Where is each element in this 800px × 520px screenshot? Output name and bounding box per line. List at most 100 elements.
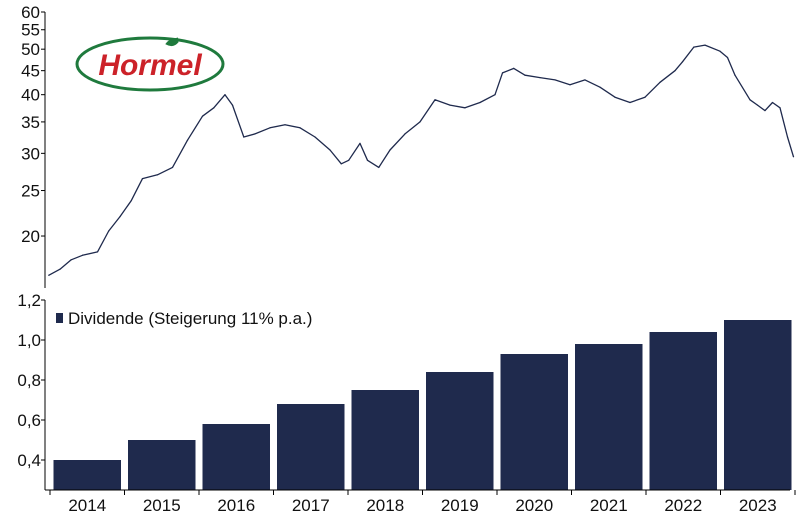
price-point <box>464 107 466 109</box>
price-point <box>771 101 774 104</box>
price-point <box>674 70 676 72</box>
dividend-bar <box>500 354 568 490</box>
price-point <box>213 107 215 109</box>
dividend-bar <box>575 344 643 490</box>
price-tick-label: 20 <box>21 227 40 246</box>
dividend-bar <box>277 404 345 490</box>
legend-label: Dividende (Steigerung 11% p.a.) <box>68 309 312 328</box>
price-point <box>359 142 361 144</box>
price-point <box>681 61 684 63</box>
price-point <box>59 268 61 270</box>
price-point <box>201 115 204 117</box>
price-point <box>254 133 256 135</box>
price-point <box>569 84 571 86</box>
dividend-bars <box>53 320 792 490</box>
price-tick-label: 50 <box>21 40 40 59</box>
price-tick-label: 30 <box>21 144 40 163</box>
price-point <box>329 149 331 151</box>
price-point <box>726 56 729 59</box>
price-point <box>419 121 421 123</box>
price-point <box>513 67 515 70</box>
x-tick-label: 2020 <box>515 496 553 515</box>
legend-swatch <box>56 313 63 323</box>
price-point <box>404 133 406 135</box>
dividend-bar <box>128 440 196 490</box>
leaf-icon <box>165 37 179 47</box>
x-tick-label: 2022 <box>664 496 702 515</box>
price-point <box>599 86 601 88</box>
dividend-bar <box>724 320 792 490</box>
dividend-bar <box>202 424 270 490</box>
price-point <box>659 81 661 83</box>
price-point <box>81 254 84 256</box>
price-tick-label: 55 <box>21 21 40 40</box>
price-point <box>269 127 271 129</box>
price-point <box>186 139 189 141</box>
price-point <box>171 166 174 169</box>
x-tick-label: 2023 <box>739 496 777 515</box>
dividend-tick-label: 0,8 <box>17 371 41 390</box>
price-point <box>779 107 781 109</box>
x-tick-label: 2017 <box>292 496 330 515</box>
x-tick-label: 2016 <box>217 496 255 515</box>
price-point <box>524 74 526 76</box>
price-point <box>284 124 286 126</box>
dividend-tick-label: 0,4 <box>17 451 41 470</box>
price-point <box>243 136 245 138</box>
price-point <box>749 99 751 101</box>
price-point <box>704 44 706 46</box>
price-point <box>644 96 646 98</box>
dividend-tick-label: 0,6 <box>17 411 41 430</box>
price-point <box>792 156 795 158</box>
price-point <box>693 46 695 48</box>
price-point <box>501 72 504 74</box>
legend: Dividende (Steigerung 11% p.a.) <box>56 309 312 328</box>
x-tick-label: 2019 <box>441 496 479 515</box>
price-point <box>130 199 132 202</box>
price-point <box>629 101 631 104</box>
x-tick-label: 2018 <box>366 496 404 515</box>
price-point <box>584 79 586 81</box>
price-point <box>756 104 759 106</box>
price-point <box>119 215 121 218</box>
price-point <box>224 94 226 96</box>
price-point <box>479 101 481 104</box>
price-point <box>719 50 721 52</box>
dividend-bar <box>649 332 717 490</box>
price-point <box>434 99 436 101</box>
x-tick-label: 2015 <box>143 496 181 515</box>
price-line <box>48 44 795 276</box>
price-series <box>48 44 795 276</box>
price-point <box>764 109 766 112</box>
x-tick-label: 2021 <box>590 496 628 515</box>
price-point <box>48 274 50 276</box>
dividend-bar <box>426 372 494 490</box>
price-point <box>494 94 496 96</box>
price-point <box>314 136 316 138</box>
price-point <box>786 136 789 138</box>
price-point <box>141 178 144 180</box>
price-tick-label: 40 <box>21 86 40 105</box>
price-point <box>299 127 301 129</box>
price-point <box>108 230 110 232</box>
price-point <box>156 174 159 176</box>
price-point <box>378 166 380 169</box>
price-point <box>70 259 72 261</box>
year-x-axis: 2014 2015 2016 2017 2018 2019 2020 2021 2022 2023 <box>45 489 796 515</box>
dividend-bar <box>351 390 419 490</box>
hormel-logo: Hormel <box>75 36 225 92</box>
logo-badge <box>75 36 225 92</box>
price-tick-label: 60 <box>21 3 40 22</box>
price-point <box>231 104 234 106</box>
x-tick-label: 2014 <box>68 496 106 515</box>
price-point <box>348 159 350 161</box>
price-tick-label: 25 <box>21 182 40 201</box>
price-point <box>734 74 736 76</box>
price-tick-label: 35 <box>21 113 40 132</box>
logo-text: Hormel <box>98 49 202 82</box>
dividend-bar <box>53 460 121 490</box>
dividend-tick-label: 1,2 <box>17 291 41 310</box>
price-point <box>96 251 99 253</box>
